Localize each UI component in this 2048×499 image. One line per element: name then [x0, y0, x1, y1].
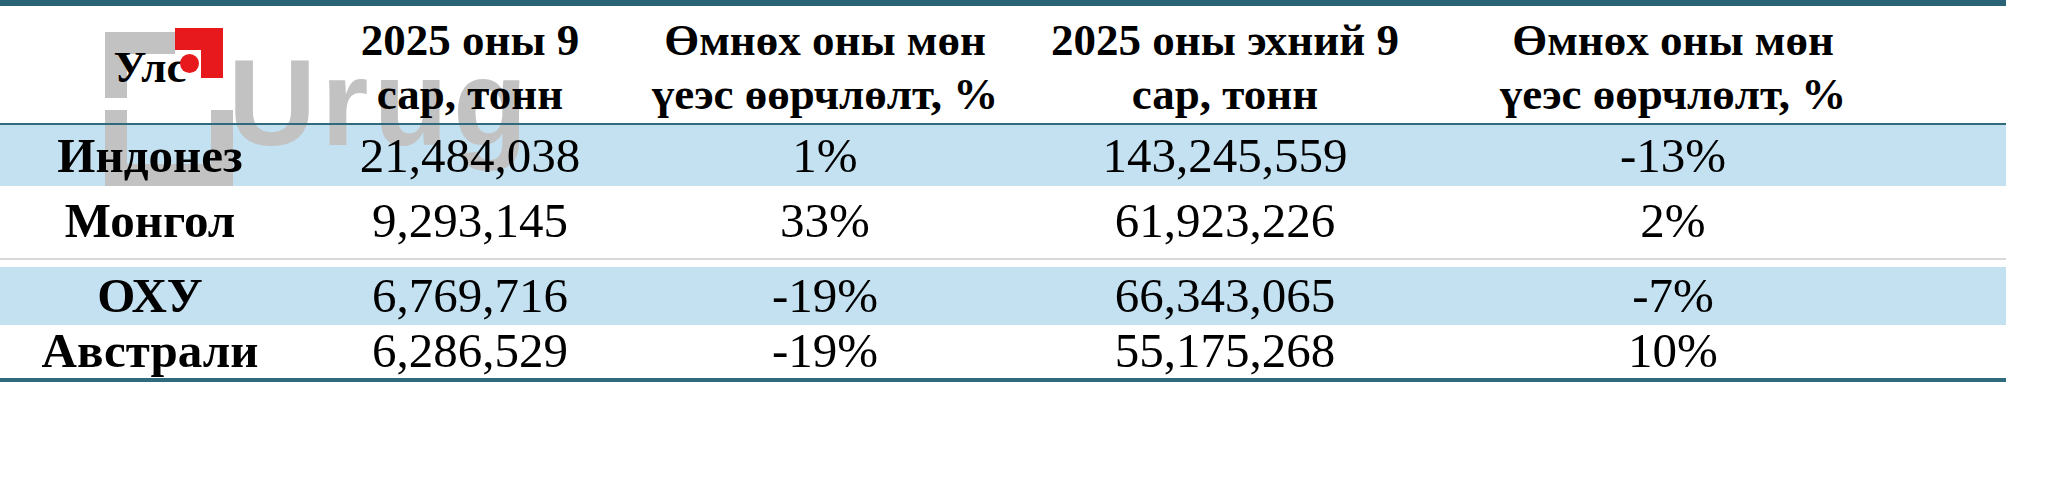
header-line: Улс: [0, 40, 300, 94]
header-line: үеэс өөрчлөлт, %: [1400, 67, 1946, 121]
header-line: 2025 оны 9: [300, 13, 640, 67]
cell-mom-change: -19%: [640, 325, 1010, 378]
table-row: Австрали 6,286,529 -19% 55,175,268 10%: [0, 325, 2006, 378]
column-header-mom-change: Өмнөх оны мөн үеэс өөрчлөлт, %: [640, 9, 1010, 121]
header-line: үеэс өөрчлөлт, %: [640, 67, 1010, 121]
cell-yoy-change: -7%: [1400, 267, 2006, 325]
cell-country: Монгол: [0, 186, 300, 258]
cell-sep-tonnes: 9,293,145: [300, 186, 640, 258]
cell-yoy-change: -13%: [1400, 125, 2006, 186]
header-line: сар, тонн: [1050, 67, 1400, 121]
cell-country: Австрали: [0, 325, 300, 378]
cell-sep-tonnes: 6,769,716: [300, 267, 640, 325]
table-row: ОХУ 6,769,716 -19% 66,343,065 -7%: [0, 267, 2006, 325]
column-header-country: Улс: [0, 36, 300, 94]
table-header-row: Улс 2025 оны 9 сар, тонн Өмнөх оны мөн ү…: [0, 6, 2006, 123]
cell-yoy-change: 10%: [1400, 325, 2006, 378]
cell-mom-change: 33%: [640, 186, 1010, 258]
header-line: Өмнөх оны мөн: [1400, 13, 1946, 67]
header-line: 2025 оны эхний 9: [1050, 13, 1400, 67]
cell-mom-change: -19%: [640, 267, 1010, 325]
row-divider-hairline: [0, 258, 2006, 260]
table-row: Индонез 21,484,038 1% 143,245,559 -13%: [0, 125, 2006, 186]
cell-sep-tonnes: 21,484,038: [300, 125, 640, 186]
cell-first9mo-tonnes: 143,245,559: [1010, 125, 1400, 186]
logo-red-dot-icon: [180, 54, 199, 73]
cell-yoy-change: 2%: [1400, 186, 2006, 258]
column-header-yoy-change: Өмнөх оны мөн үеэс өөрчлөлт, %: [1400, 9, 2006, 121]
table-row: Монгол 9,293,145 33% 61,923,226 2%: [0, 186, 2006, 258]
logo-red-corner-icon: [201, 28, 223, 78]
column-header-first9mo-tonnes: 2025 оны эхний 9 сар, тонн: [1010, 9, 1400, 121]
header-line: сар, тонн: [300, 67, 640, 121]
cell-country: ОХУ: [0, 267, 300, 325]
cell-first9mo-tonnes: 55,175,268: [1010, 325, 1400, 378]
cell-sep-tonnes: 6,286,529: [300, 325, 640, 378]
cell-country: Индонез: [0, 125, 300, 186]
column-header-sep-tonnes: 2025 оны 9 сар, тонн: [300, 9, 640, 121]
header-line: Өмнөх оны мөн: [640, 13, 1010, 67]
trade-statistics-table-page: Urug Улс 2025 оны 9 сар, тонн Өмнөх оны …: [0, 0, 2048, 499]
cell-mom-change: 1%: [640, 125, 1010, 186]
cell-first9mo-tonnes: 61,923,226: [1010, 186, 1400, 258]
table-bottom-border: [0, 378, 2006, 382]
cell-first9mo-tonnes: 66,343,065: [1010, 267, 1400, 325]
